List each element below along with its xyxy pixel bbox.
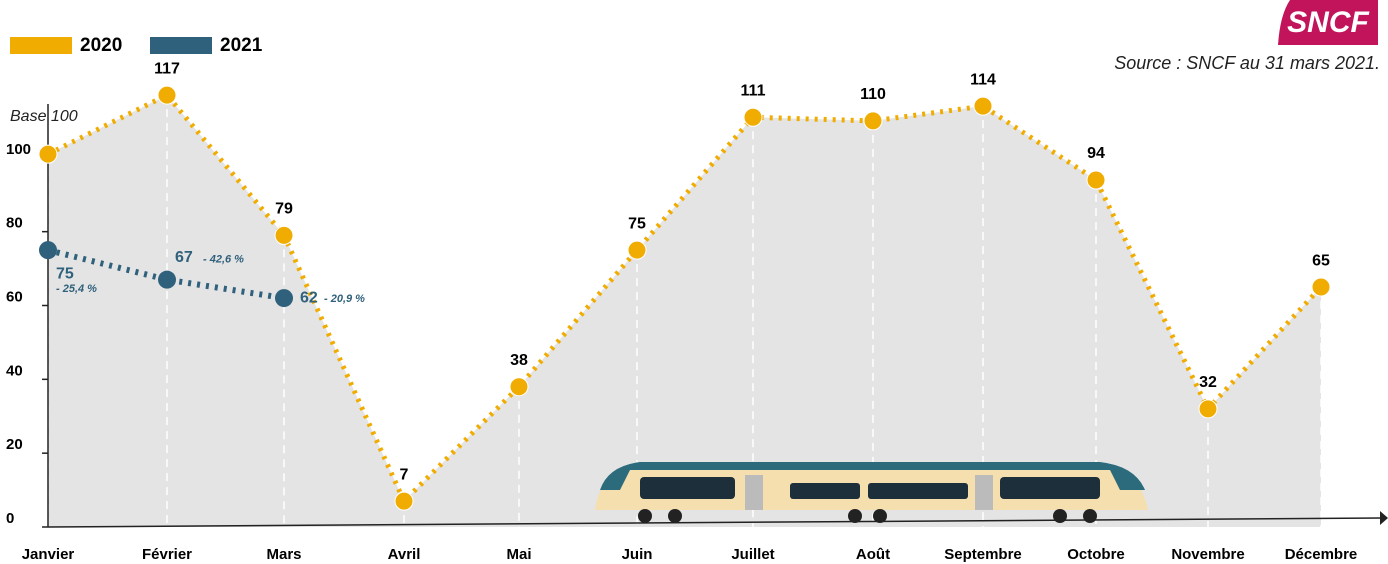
value-label: 111 [741, 82, 766, 99]
point [1312, 278, 1330, 296]
legend-swatch [150, 37, 212, 54]
train-window [1000, 477, 1100, 499]
y-tick-label: 40 [6, 362, 23, 379]
x-tick-label: Septembre [944, 546, 1022, 563]
value-label: 7 [400, 466, 409, 483]
y-tick-label: 100 [6, 141, 31, 158]
train-wheel [638, 509, 652, 523]
x-tick-label: Août [856, 546, 890, 563]
point [1199, 400, 1217, 418]
point [158, 271, 176, 289]
y-tick-label: 60 [6, 288, 23, 305]
point [39, 145, 57, 163]
x-tick-label: Novembre [1171, 546, 1244, 563]
train-window [640, 477, 735, 499]
train-window [790, 483, 860, 499]
point [395, 492, 413, 510]
value-label: 65 [1312, 252, 1330, 269]
legend-label: 2021 [220, 35, 263, 56]
value-label: 79 [275, 201, 293, 218]
y-tick-label: 20 [6, 436, 23, 453]
train-wheel [668, 509, 682, 523]
change-label: - 42,6 % [203, 254, 244, 266]
point [1087, 171, 1105, 189]
x-tick-label: Février [142, 546, 192, 563]
x-tick-label: Juillet [731, 546, 774, 563]
value-label: 75 [56, 265, 74, 282]
value-label: 67 [175, 249, 193, 266]
logo-text: SNCF [1287, 6, 1369, 39]
x-tick-label: Mars [266, 546, 301, 563]
x-tick-label: Juin [622, 546, 653, 563]
train-door [745, 475, 763, 510]
legend-swatch [10, 37, 72, 54]
point [39, 241, 57, 259]
point [864, 112, 882, 130]
change-label: - 25,4 % [56, 283, 97, 295]
x-tick-label: Janvier [22, 546, 75, 563]
point [510, 378, 528, 396]
train-wheel [1083, 509, 1097, 523]
value-label: 38 [510, 352, 528, 369]
value-label: 32 [1199, 374, 1217, 391]
x-tick-label: Avril [388, 546, 421, 563]
y-axis-label: Base 100 [10, 108, 78, 125]
logo: SNCF [1278, 0, 1378, 45]
x-tick-label: Décembre [1285, 546, 1358, 563]
y-tick-label: 0 [6, 510, 14, 527]
value-label: 114 [970, 71, 996, 88]
chart: Base 100 Source : SNCF au 31 mars 2021. … [0, 0, 1388, 564]
value-label: 110 [860, 86, 886, 103]
y-tick-label: 80 [6, 215, 23, 232]
x-tick-label: Octobre [1067, 546, 1125, 563]
point [744, 108, 762, 126]
train-door [975, 475, 993, 510]
point [628, 241, 646, 259]
value-label: 94 [1087, 145, 1105, 162]
legend-label: 2020 [80, 35, 122, 56]
value-label: 62 [300, 289, 318, 306]
train-window [868, 483, 968, 499]
x-tick-label: Mai [506, 546, 531, 563]
value-label: 117 [154, 60, 180, 77]
point [974, 97, 992, 115]
value-label: 75 [628, 215, 646, 232]
source: Source : SNCF au 31 mars 2021. [1114, 53, 1380, 73]
x-axis-arrow [1380, 511, 1388, 525]
point [275, 289, 293, 307]
point [158, 86, 176, 104]
change-label: - 20,9 % [324, 293, 365, 305]
point [275, 226, 293, 244]
